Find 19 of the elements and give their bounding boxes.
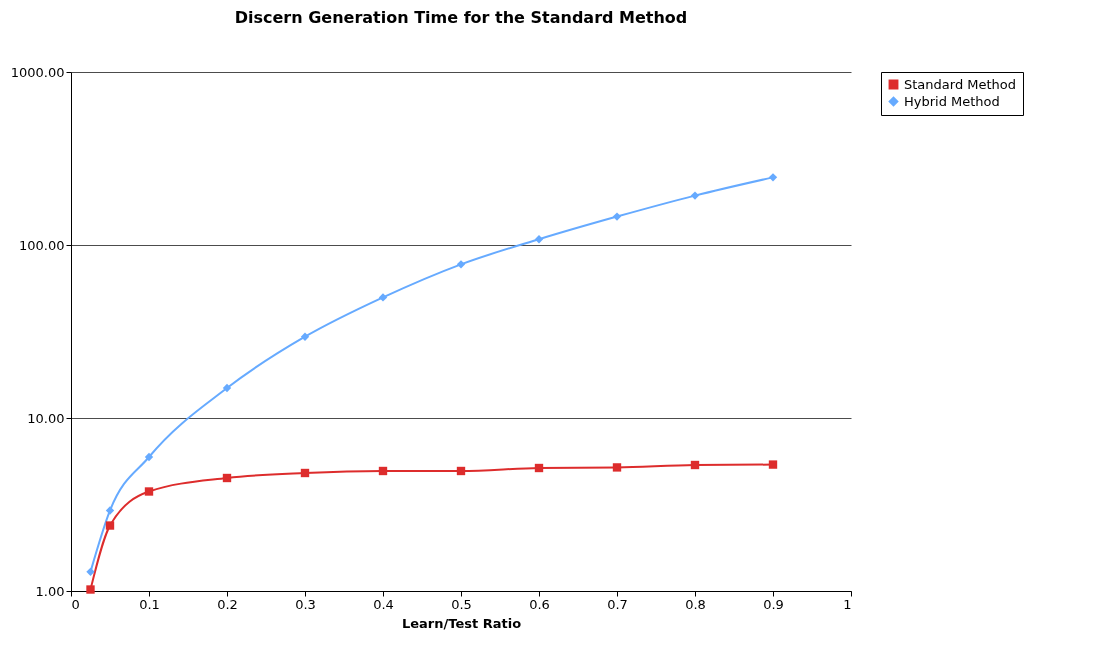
legend-label: Standard Method xyxy=(904,76,1017,92)
y-tick-label: 10.00 xyxy=(27,410,65,426)
x-tick-label: 0.4 xyxy=(373,596,394,612)
x-tick-label: 0.8 xyxy=(685,596,706,612)
x-axis-title: Learn/Test Ratio xyxy=(401,615,522,631)
y-tick-label: 1.00 xyxy=(35,583,65,599)
x-tick-label: 0.3 xyxy=(295,596,316,612)
x-tick-label: 0.7 xyxy=(607,596,628,612)
legend-label: Hybrid Method xyxy=(904,93,1000,109)
x-tick-label: 0.6 xyxy=(529,596,550,612)
y-tick-label: 1000.00 xyxy=(10,64,65,80)
x-tick-label: 0.5 xyxy=(451,596,472,612)
x-tick-label: 0.1 xyxy=(139,596,160,612)
x-tick-label: 1 xyxy=(843,596,852,612)
y-tick-label: 100.00 xyxy=(19,237,65,253)
x-tick-label: 0 xyxy=(71,596,80,612)
x-tick-label: 0.2 xyxy=(217,596,238,612)
x-tick-label: 0.9 xyxy=(763,596,784,612)
chart-title: Discern Generation Time for the Standard Method xyxy=(234,8,688,27)
